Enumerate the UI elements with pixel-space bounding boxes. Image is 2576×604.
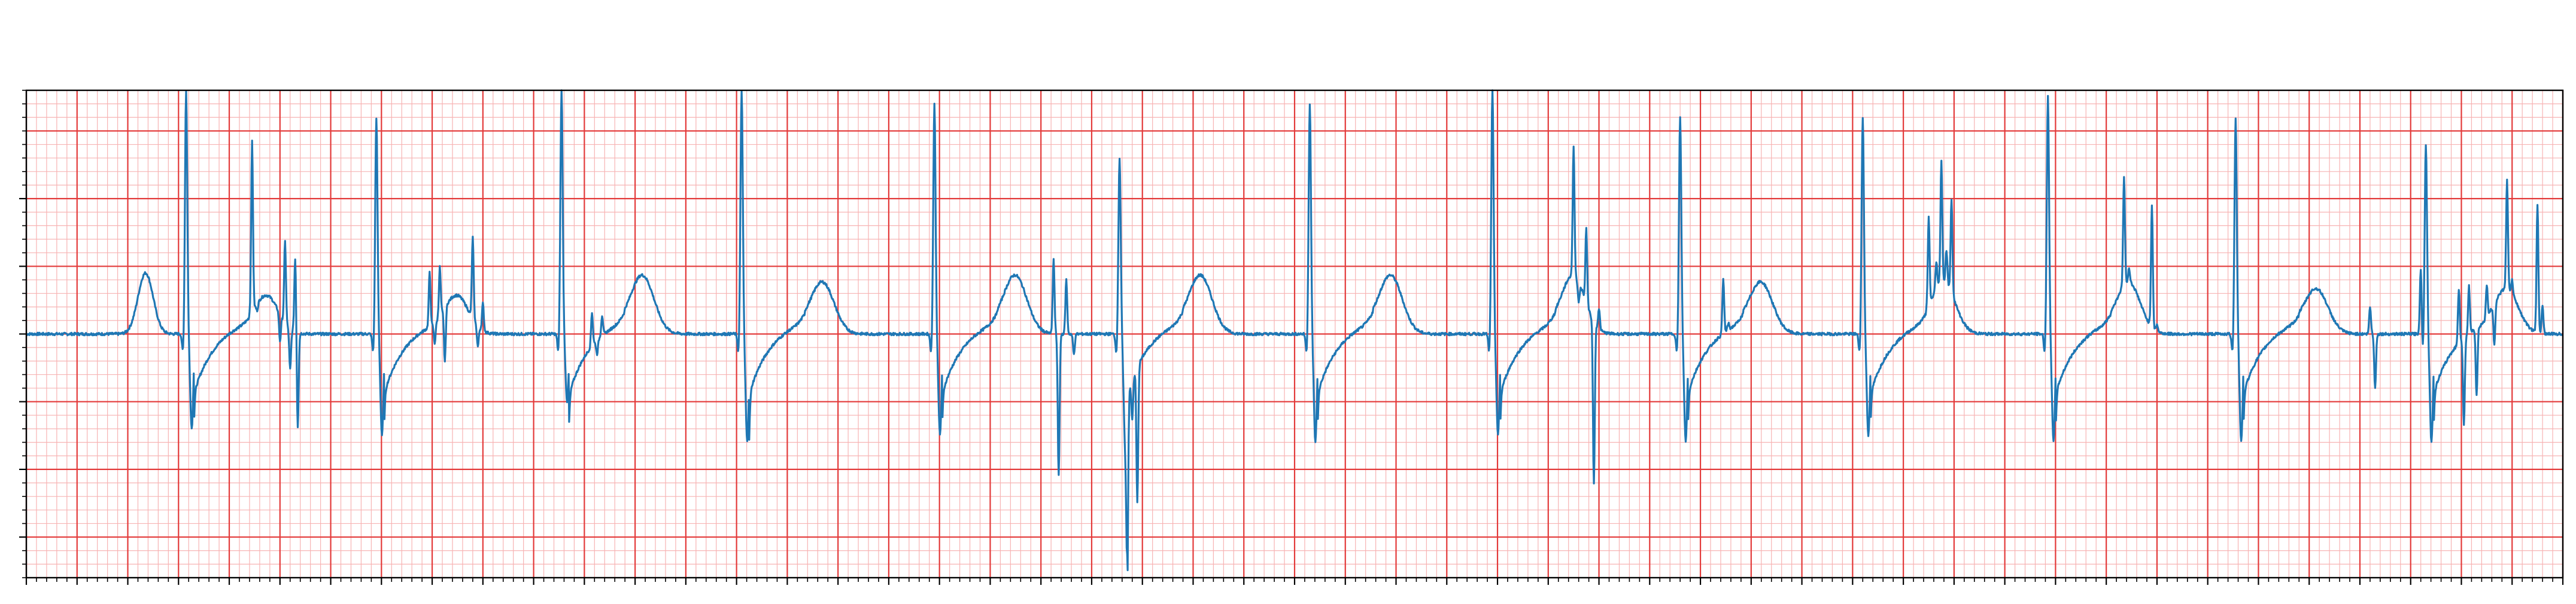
ecg-series-line [26, 89, 2563, 572]
y-axis-ticks [19, 90, 26, 578]
x-axis-ticks [25, 578, 2564, 585]
ecg-trace-layer [26, 89, 2563, 572]
